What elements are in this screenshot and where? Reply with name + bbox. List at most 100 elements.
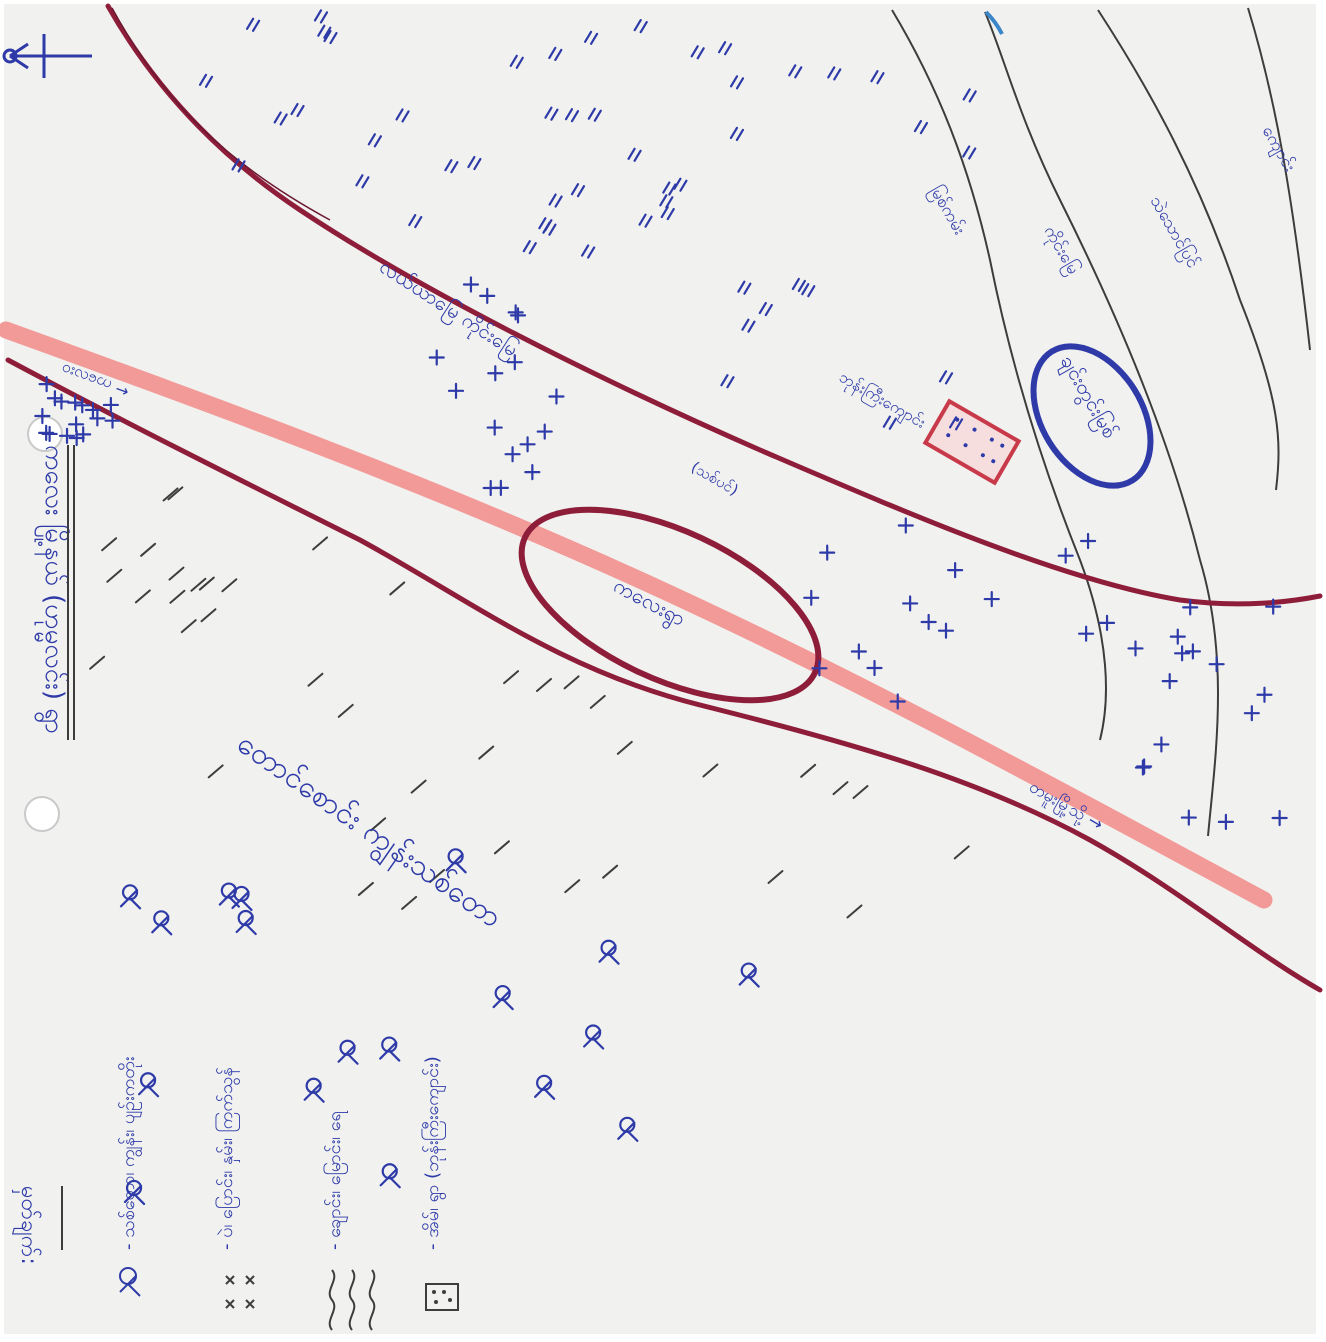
paddy-mark	[323, 29, 338, 45]
hatch-mark	[168, 566, 185, 581]
crop-mark	[1078, 625, 1095, 642]
hatch-mark	[616, 740, 633, 755]
crop-mark	[850, 643, 867, 660]
tree-trunk	[617, 1121, 639, 1142]
paddy-mark	[564, 108, 580, 123]
tree-trunk	[583, 1029, 605, 1050]
paddy-mark	[245, 17, 261, 32]
tree-mark	[445, 848, 467, 874]
crop-mark	[89, 410, 106, 427]
paddy-mark	[633, 19, 648, 34]
crop-mark	[947, 562, 964, 579]
tree-trunk	[492, 989, 514, 1011]
crop-mark	[38, 376, 55, 393]
paddy-mark	[758, 301, 773, 317]
crop-mark	[1136, 758, 1153, 775]
crop-mark	[902, 595, 919, 612]
paddy-mark	[467, 155, 482, 171]
boundary-lower	[5, 357, 1323, 993]
tree-trunk	[235, 914, 257, 936]
tree-trunk	[379, 1168, 401, 1189]
tree-trunk	[137, 1077, 160, 1098]
crop-mark	[1184, 643, 1201, 660]
crop-mark	[428, 349, 445, 366]
tree-mark	[492, 984, 514, 1011]
crop-mark	[1153, 736, 1170, 753]
binder-hole-bottom	[24, 796, 60, 832]
crop-mark	[1208, 656, 1225, 673]
crop-symbols	[34, 276, 1288, 830]
tree-mark	[123, 1179, 146, 1206]
crop-mark	[487, 365, 504, 382]
crop-mark	[866, 659, 883, 677]
crop-mark	[1217, 813, 1234, 830]
tree-trunk	[123, 1184, 146, 1206]
paddy-mark	[198, 73, 214, 88]
crop-mark	[1174, 645, 1191, 662]
hatch-mark	[589, 694, 606, 709]
tree-symbols	[119, 848, 760, 1206]
paddy-mark	[522, 240, 537, 255]
paddy-mark	[660, 205, 675, 221]
crop-mark	[507, 304, 524, 321]
hatch-mark	[852, 785, 869, 800]
paddy-mark	[938, 370, 954, 385]
north-arrow-icon	[2, 34, 92, 78]
crop-mark	[58, 427, 76, 444]
paddy-mark	[913, 119, 929, 135]
tree-mark	[303, 1077, 325, 1103]
paddy-mark	[948, 416, 964, 431]
paddy-mark	[741, 318, 756, 333]
paddy-mark	[690, 45, 705, 60]
hatch-mark	[198, 576, 215, 591]
tree-trunk	[598, 944, 620, 965]
contour-line-2	[1097, 9, 1280, 491]
crop-mark	[104, 412, 121, 429]
hatch-mark	[410, 779, 427, 794]
hatch-mark	[167, 486, 184, 501]
highway-road	[0, 321, 1273, 909]
crop-mark	[897, 517, 914, 534]
hatch-mark	[846, 904, 863, 919]
hatch-mark	[134, 589, 151, 604]
crop-mark	[1098, 614, 1116, 631]
slope-hatching	[89, 486, 970, 919]
crop-mark	[1265, 598, 1282, 615]
crop-mark	[506, 354, 523, 371]
paddy-mark	[870, 70, 885, 85]
pencil-contours	[891, 7, 1311, 837]
paddy-mark	[662, 181, 677, 196]
crop-mark	[486, 419, 503, 436]
crop-mark	[1182, 599, 1199, 616]
tree-mark	[617, 1116, 639, 1142]
tree-trunk	[151, 915, 173, 936]
legend-item-4: - အိမ်၊ ရွာ (ဘုန်းကြီးကျောင်း)	[421, 1056, 446, 1250]
crop-mark	[34, 407, 51, 425]
water-mark	[984, 10, 1004, 35]
legend-heading: မှတ်ချက်:	[11, 1186, 42, 1265]
legend-item-1: - သစ်တော၊ ကျွန်း၊ ပျဉ်းကတိုး	[118, 1057, 143, 1250]
tree-trunk	[534, 1079, 556, 1100]
hatch-mark	[767, 870, 784, 885]
crop-mark	[74, 397, 91, 414]
crop-mark	[1271, 809, 1288, 827]
paddy-mark	[509, 54, 524, 69]
crop-mark	[819, 544, 836, 561]
paddy-mark	[718, 41, 733, 56]
tree-mark	[534, 1074, 556, 1100]
crop-mark	[462, 276, 480, 293]
crop-mark	[519, 436, 536, 453]
tree-trunk	[738, 967, 760, 988]
crop-mark	[803, 589, 820, 606]
crop-mark	[479, 287, 496, 304]
crop-mark	[937, 622, 955, 639]
hatch-mark	[162, 487, 179, 502]
paddy-mark	[290, 102, 305, 118]
tree-mark	[137, 1072, 160, 1098]
tree-mark	[379, 1036, 401, 1062]
paddy-mark	[673, 177, 688, 192]
hatch-mark	[563, 675, 580, 690]
contour-line-1	[1247, 7, 1311, 351]
